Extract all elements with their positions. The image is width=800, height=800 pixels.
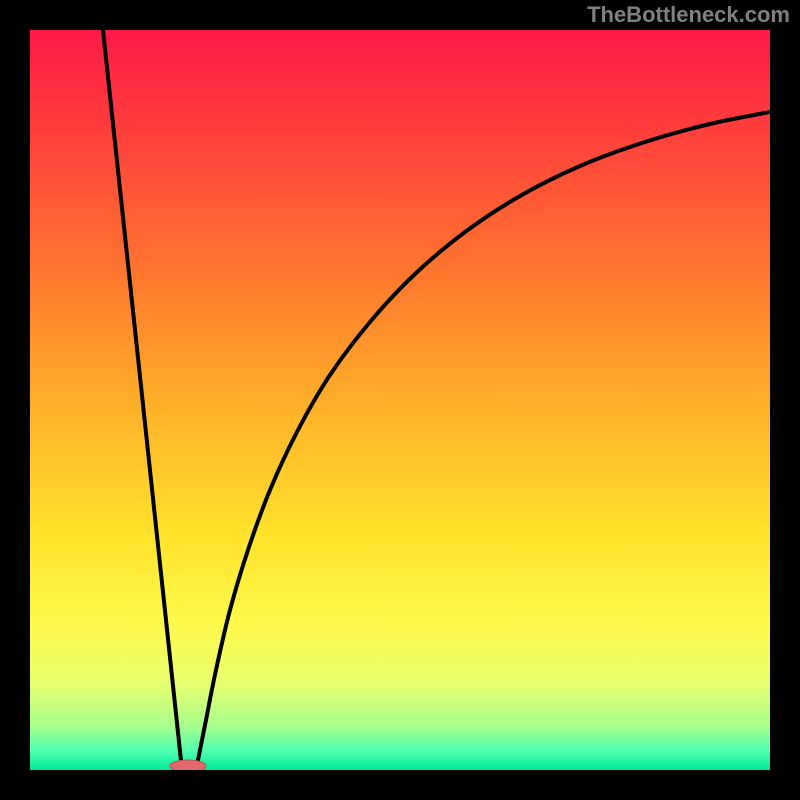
minimum-marker	[170, 760, 206, 770]
chart-frame: TheBottleneck.com	[0, 0, 800, 800]
bottleneck-chart	[30, 30, 770, 770]
watermark-text: TheBottleneck.com	[587, 2, 790, 28]
